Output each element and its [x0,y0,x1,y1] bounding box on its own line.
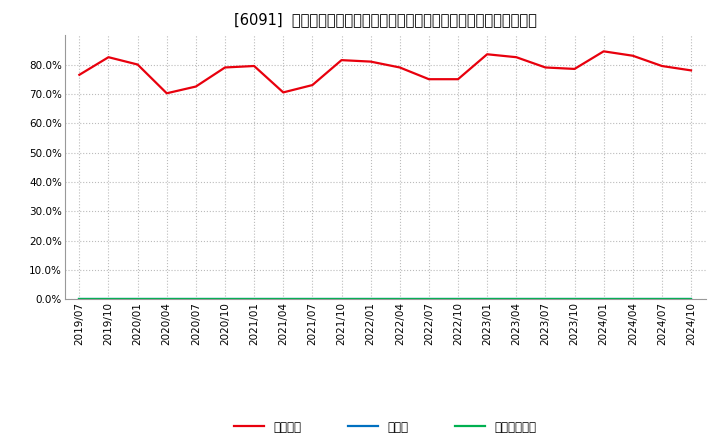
繰延税金資産 [220,297,229,302]
繰延税金資産 [192,297,200,302]
繰延税金資産 [657,297,666,302]
自己資本 [104,55,113,60]
自己資本 [657,63,666,69]
自己資本 [337,58,346,63]
繰延税金資産 [512,297,521,302]
のれん [104,297,113,302]
繰延税金資産 [483,297,492,302]
のれん [366,297,375,302]
繰延税金資産 [337,297,346,302]
のれん [337,297,346,302]
自己資本 [425,77,433,82]
自己資本 [570,66,579,72]
Legend: 自己資本, のれん, 繰延税金資産: 自己資本, のれん, 繰延税金資産 [229,416,541,438]
繰延税金資産 [454,297,462,302]
のれん [570,297,579,302]
繰延税金資産 [279,297,287,302]
自己資本 [599,49,608,54]
のれん [687,297,696,302]
のれん [395,297,404,302]
自己資本 [75,72,84,77]
自己資本 [308,82,317,88]
のれん [279,297,287,302]
自己資本 [687,68,696,73]
のれん [425,297,433,302]
自己資本 [483,51,492,57]
Title: [6091]  自己資本、のれん、繰延税金資産の総資産に対する比率の推移: [6091] 自己資本、のれん、繰延税金資産の総資産に対する比率の推移 [234,12,536,27]
のれん [220,297,229,302]
繰延税金資産 [250,297,258,302]
繰延税金資産 [629,297,637,302]
のれん [657,297,666,302]
繰延税金資産 [541,297,550,302]
自己資本 [454,77,462,82]
のれん [75,297,84,302]
自己資本 [250,63,258,69]
自己資本 [220,65,229,70]
Line: 自己資本: 自己資本 [79,51,691,93]
のれん [163,297,171,302]
のれん [133,297,142,302]
のれん [629,297,637,302]
繰延税金資産 [599,297,608,302]
繰延税金資産 [570,297,579,302]
のれん [599,297,608,302]
自己資本 [512,55,521,60]
繰延税金資産 [308,297,317,302]
のれん [454,297,462,302]
のれん [483,297,492,302]
自己資本 [629,53,637,59]
繰延税金資産 [395,297,404,302]
のれん [192,297,200,302]
自己資本 [395,65,404,70]
自己資本 [366,59,375,64]
繰延税金資産 [425,297,433,302]
自己資本 [133,62,142,67]
繰延税金資産 [133,297,142,302]
繰延税金資産 [104,297,113,302]
繰延税金資産 [163,297,171,302]
繰延税金資産 [75,297,84,302]
のれん [250,297,258,302]
のれん [541,297,550,302]
自己資本 [163,91,171,96]
繰延税金資産 [687,297,696,302]
自己資本 [192,84,200,89]
繰延税金資産 [366,297,375,302]
自己資本 [541,65,550,70]
のれん [512,297,521,302]
自己資本 [279,90,287,95]
のれん [308,297,317,302]
